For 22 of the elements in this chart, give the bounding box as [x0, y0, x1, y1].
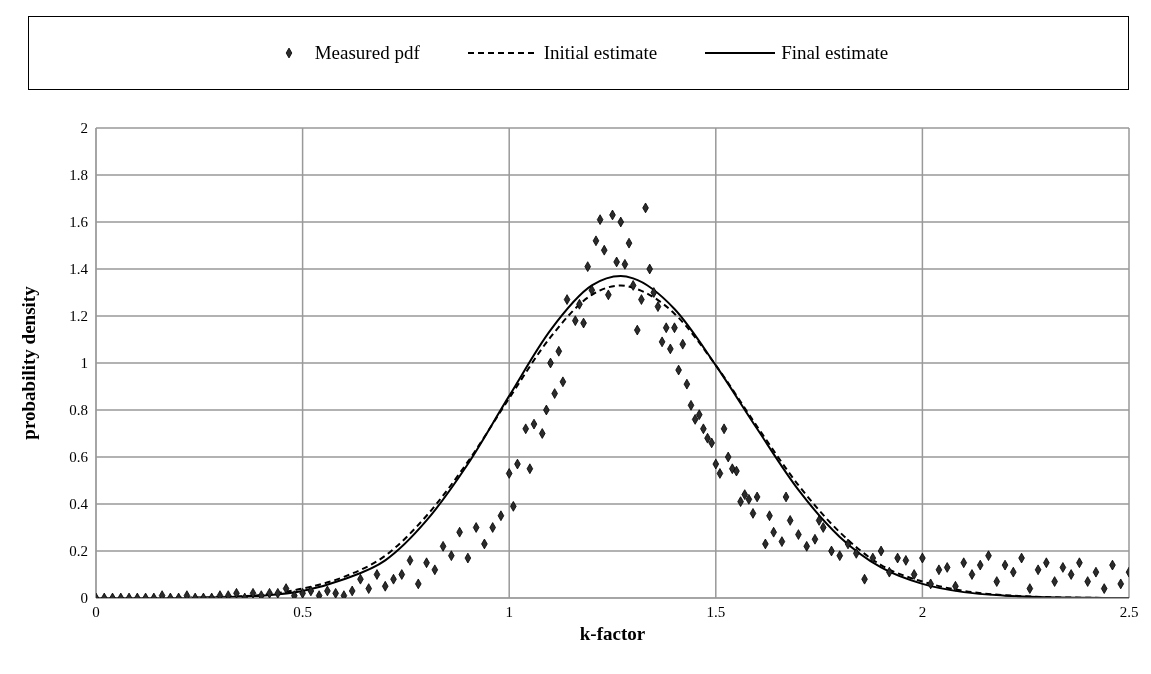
y-tick-label: 0 — [80, 590, 88, 607]
y-tick-label: 1 — [80, 355, 88, 372]
x-tick-label: 1.5 — [706, 603, 726, 620]
y-axis-title: probability density — [17, 285, 39, 440]
y-tick-label: 1.2 — [69, 308, 88, 325]
y-tick-label: 2 — [80, 120, 88, 137]
x-tick-label: 2 — [918, 603, 927, 620]
y-tick-label: 0.6 — [69, 449, 89, 466]
y-tick-label: 0.4 — [69, 496, 89, 513]
y-tick-label: 0.2 — [69, 543, 88, 560]
x-tick-label: 1 — [505, 603, 513, 620]
y-tick-label: 0.8 — [69, 402, 88, 419]
legend-label: Final estimate — [781, 42, 889, 64]
x-tick-label: 0 — [92, 603, 100, 620]
x-tick-label: 0.5 — [293, 603, 312, 620]
y-tick-label: 1.8 — [69, 167, 88, 184]
x-tick-label: 2.5 — [1119, 603, 1139, 620]
legend-label: Measured pdf — [314, 42, 420, 64]
y-tick-label: 1.6 — [69, 214, 89, 231]
x-axis-title: k-factor — [579, 623, 646, 644]
legend-label: Initial estimate — [543, 42, 658, 64]
y-tick-label: 1.4 — [69, 261, 89, 278]
